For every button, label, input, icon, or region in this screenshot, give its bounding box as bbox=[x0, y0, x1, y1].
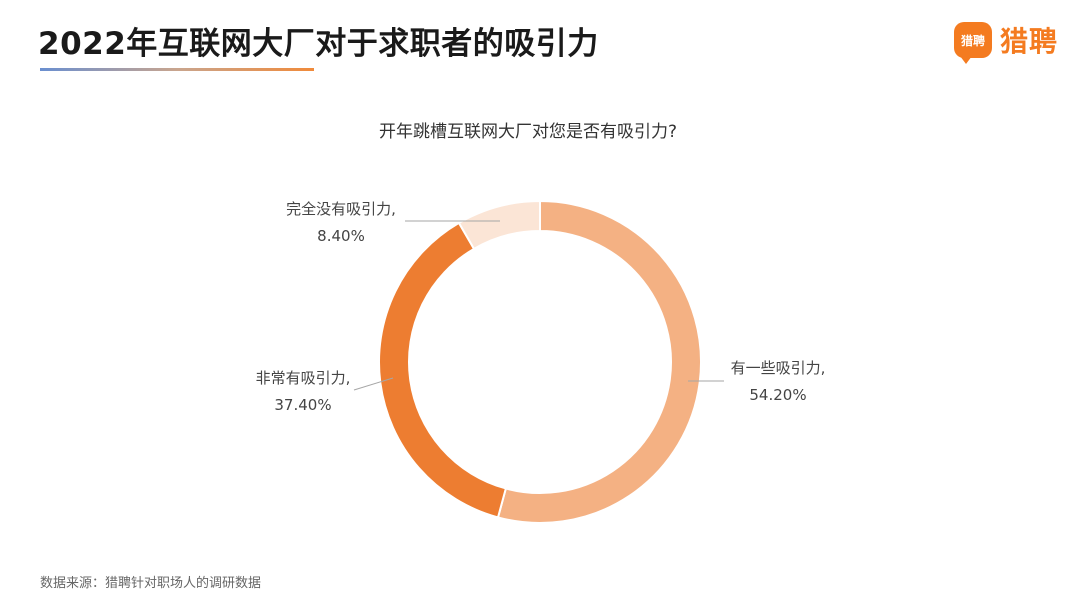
chart-labels: 有一些吸引力, 54.20% 非常有吸引力, 37.40% 完全没有吸引力, 8.40% bbox=[256, 200, 826, 414]
chart-title: 开年跳槽互联网大厂对您是否有吸引力? bbox=[379, 122, 677, 142]
logo-text: 猎聘 bbox=[999, 25, 1058, 58]
source-note: 数据来源：猎聘针对职场人的调研数据 bbox=[40, 576, 262, 591]
slice-value-label: 54.20% bbox=[749, 386, 806, 404]
chart-slices bbox=[378, 199, 703, 524]
slice-value-label: 37.40% bbox=[274, 396, 331, 414]
donut-slice bbox=[378, 221, 508, 519]
leader-line bbox=[353, 377, 394, 391]
slice-label: 有一些吸引力, bbox=[731, 359, 826, 377]
title-underline bbox=[40, 68, 314, 71]
slice-value-label: 8.40% bbox=[317, 227, 365, 245]
donut-slice bbox=[457, 199, 541, 251]
page-title: 2022年互联网大厂对于求职者的吸引力 bbox=[38, 26, 599, 62]
logo-mark-text: 猎聘 bbox=[960, 33, 985, 48]
slice-label: 完全没有吸引力, bbox=[286, 200, 396, 218]
logo-mark-icon: 猎聘 bbox=[953, 22, 992, 64]
donut-slice bbox=[496, 199, 703, 524]
liepin-logo: 猎聘 猎聘 bbox=[953, 20, 1058, 64]
slice-label: 非常有吸引力, bbox=[256, 369, 351, 387]
